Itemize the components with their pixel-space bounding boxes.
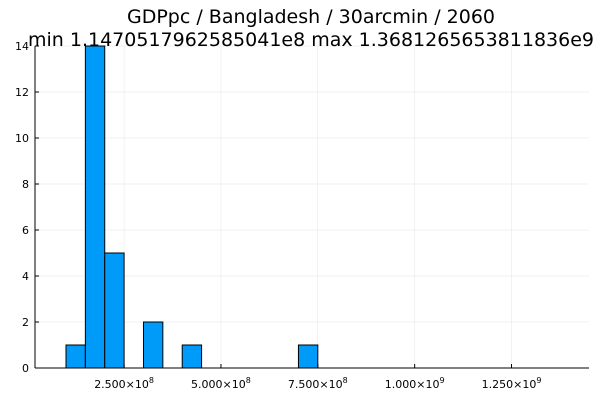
y-tick-label: 0	[22, 362, 29, 375]
y-tick-label: 4	[22, 270, 29, 283]
histogram-bar	[104, 252, 125, 369]
y-tick-label: 2	[22, 316, 29, 329]
axes	[34, 46, 589, 369]
histogram-bar	[181, 344, 203, 369]
x-tick-label: 1.250×109	[482, 376, 542, 391]
x-tick-label: 5.000×108	[191, 376, 251, 391]
chart-title-line1: GDPpc / Bangladesh / 30arcmin / 2060	[127, 6, 495, 28]
bar-series	[65, 45, 319, 369]
x-tick-label: 2.500×108	[94, 376, 154, 391]
y-tick-label: 6	[22, 224, 29, 237]
y-tick-label: 12	[15, 86, 29, 99]
histogram-bar	[65, 344, 86, 369]
chart-title-line2: min 1.1470517962585041e8 max 1.368126565…	[28, 29, 594, 51]
y-axis-ticks: 0 2 4 6 8 10 12 14	[15, 40, 39, 375]
x-tick-label: 7.500×108	[288, 376, 348, 391]
y-tick-label: 8	[22, 178, 29, 191]
y-tick-label: 14	[15, 40, 29, 53]
x-tick-label: 1.000×109	[385, 376, 445, 391]
histogram-bar	[84, 45, 106, 369]
histogram-bar	[297, 344, 319, 369]
x-axis-ticks: 2.500×108 5.000×108 7.500×108 1.000×109 1.25…	[94, 364, 541, 391]
y-tick-label: 10	[15, 132, 29, 145]
histogram-bar	[142, 321, 164, 369]
